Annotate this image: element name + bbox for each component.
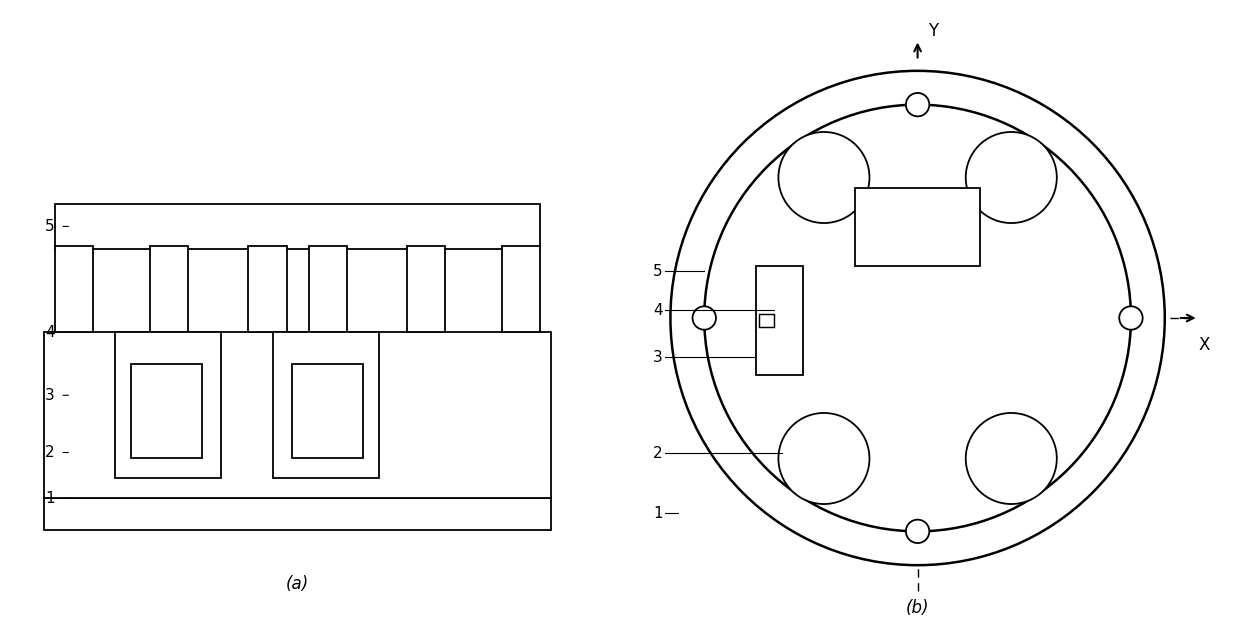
Bar [43,499,552,530]
Text: 5: 5 [653,264,662,279]
Bar [55,246,93,332]
Bar [43,332,552,499]
Text: 2: 2 [653,446,662,461]
Bar [407,246,445,332]
Circle shape [671,71,1164,565]
Bar [150,246,188,332]
Bar [273,332,379,478]
Circle shape [906,520,929,543]
Circle shape [906,93,929,116]
Text: 5: 5 [45,219,55,234]
Text: 1: 1 [45,491,55,506]
Bar [248,246,286,332]
Text: 3: 3 [653,350,662,364]
Bar [759,314,775,327]
Text: 2: 2 [45,445,55,460]
Text: 4: 4 [45,325,55,340]
Bar [55,204,541,249]
Text: 1: 1 [653,506,662,521]
Text: (a): (a) [286,575,309,593]
Bar [293,364,363,458]
Bar [115,332,221,478]
Bar [309,246,347,332]
Text: X: X [1199,336,1210,354]
Circle shape [779,132,869,223]
Bar [131,364,202,458]
Circle shape [966,132,1056,223]
Bar [756,266,804,375]
Bar [856,188,980,266]
Text: 4: 4 [653,303,662,318]
Circle shape [1120,307,1142,329]
Text: 3: 3 [45,388,55,403]
Text: (b): (b) [906,599,929,617]
Text: Y: Y [928,22,939,39]
Circle shape [704,105,1131,531]
Bar [502,246,541,332]
Circle shape [779,413,869,504]
Circle shape [693,307,715,329]
Circle shape [966,413,1056,504]
